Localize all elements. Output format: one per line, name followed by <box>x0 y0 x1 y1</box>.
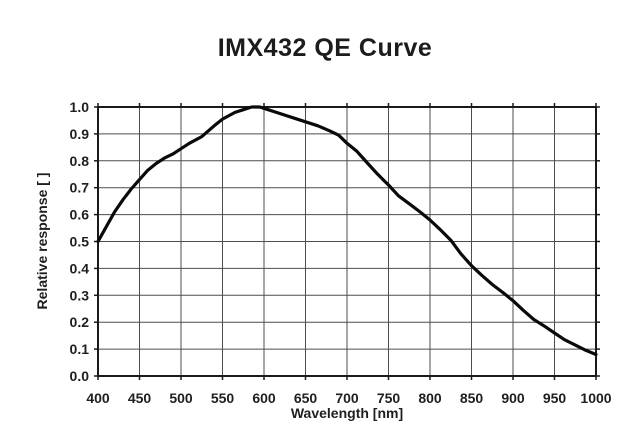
y-tick-label: 0.3 <box>70 287 90 303</box>
x-tick-label: 400 <box>86 390 110 406</box>
x-tick-label: 500 <box>169 390 193 406</box>
x-tick-label: 450 <box>128 390 152 406</box>
tick-label-layer: 400 450 500 550 600 650 700 750 800 850 900 950 1000… <box>70 99 612 406</box>
grid-layer <box>97 106 597 377</box>
qe-curve <box>96 105 598 357</box>
x-tick-label: 800 <box>418 390 442 406</box>
y-tick-label: 0.4 <box>70 260 90 276</box>
y-axis-title: Relative response [ ] <box>34 173 50 310</box>
x-tick-label: 850 <box>460 390 484 406</box>
y-tick-label: 1.0 <box>70 99 90 115</box>
y-tick-label: 0.9 <box>70 126 90 142</box>
x-tick-label: 950 <box>543 390 567 406</box>
y-tick-label: 0.2 <box>70 314 90 330</box>
x-axis-title: Wavelength [nm] <box>291 405 403 421</box>
y-tick-label: 0.1 <box>70 341 90 357</box>
y-tick-label: 0.0 <box>70 368 90 384</box>
y-tick-label: 0.6 <box>70 207 90 223</box>
y-tick-label: 0.8 <box>70 153 90 169</box>
y-tick-label: 0.7 <box>70 180 90 196</box>
x-tick-label: 700 <box>335 390 359 406</box>
x-tick-label: 650 <box>294 390 318 406</box>
x-tick-label: 750 <box>377 390 401 406</box>
chart-title: IMX432 QE Curve <box>217 34 433 62</box>
x-tick-label: 1000 <box>580 390 611 406</box>
y-tick-label: 0.5 <box>70 234 90 250</box>
x-tick-label: 550 <box>211 390 235 406</box>
x-tick-label: 600 <box>252 390 276 406</box>
x-tick-label: 900 <box>501 390 525 406</box>
